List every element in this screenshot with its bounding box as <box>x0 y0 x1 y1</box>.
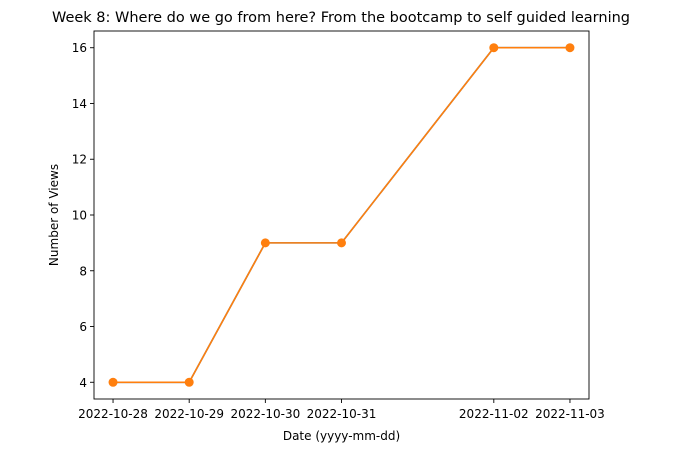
series-line-1 <box>113 46 570 384</box>
chart-title: Week 8: Where do we go from here? From t… <box>52 10 630 26</box>
x-tick-label: 2022-10-31 <box>307 407 377 421</box>
series-line-0 <box>113 46 570 384</box>
y-tick-label: 16 <box>72 41 87 55</box>
data-point <box>565 43 575 53</box>
x-axis-label: Date (yyyy-mm-dd) <box>283 429 400 443</box>
x-tick-label: 2022-11-03 <box>535 407 605 421</box>
data-point <box>184 377 194 387</box>
y-tick-label: 14 <box>72 97 87 111</box>
y-axis-label: Number of Views <box>47 164 61 266</box>
x-tick-label: 2022-10-29 <box>154 407 224 421</box>
plot-frame <box>93 30 590 400</box>
y-tick-label: 10 <box>72 209 87 223</box>
x-tick-label: 2022-11-02 <box>459 407 529 421</box>
x-tick-label: 2022-10-30 <box>230 407 300 421</box>
y-tick-label: 12 <box>72 153 87 167</box>
data-point <box>260 238 270 248</box>
plot-area: 4 6 8 10 12 14 16 2022-10-28 2022-10-29 2022-10-3… <box>72 30 605 421</box>
y-tick-label: 6 <box>79 320 87 334</box>
data-point <box>489 43 499 53</box>
data-point <box>337 238 346 248</box>
data-point <box>108 377 118 387</box>
x-tick-label: 2022-10-28 <box>78 407 148 421</box>
y-tick-label: 8 <box>79 264 87 278</box>
y-tick-label: 4 <box>79 376 87 390</box>
